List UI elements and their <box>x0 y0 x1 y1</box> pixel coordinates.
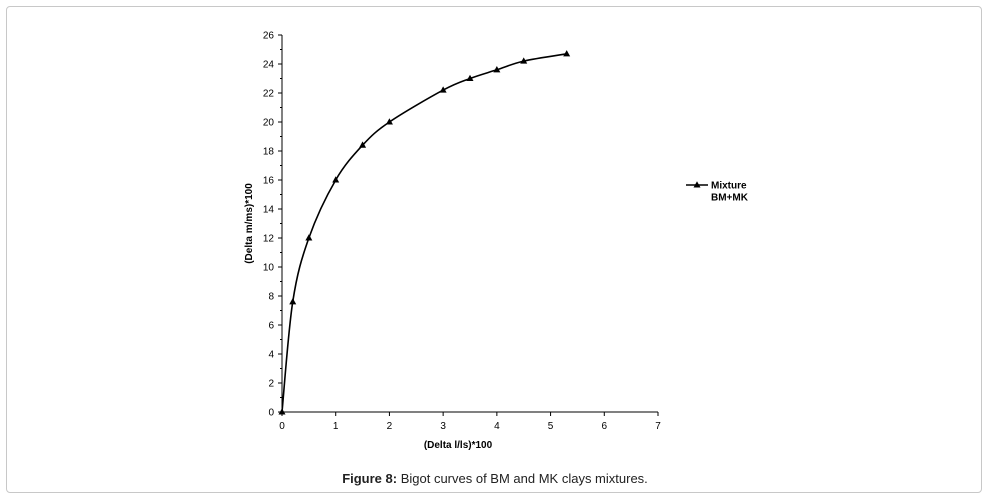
legend-label: BM+MK <box>711 193 749 204</box>
figure-caption: Figure 8: Bigot curves of BM and MK clay… <box>0 471 990 486</box>
series-line <box>281 53 567 413</box>
data-point <box>385 118 393 125</box>
y-tick-label: 8 <box>268 292 274 303</box>
data-point <box>359 141 367 148</box>
data-point <box>305 234 313 241</box>
figure-caption-text: Bigot curves of BM and MK clays mixtures… <box>397 471 648 486</box>
y-tick-label: 10 <box>263 263 275 274</box>
x-tick-label: 2 <box>387 421 393 432</box>
legend-label: Mixture <box>711 181 747 192</box>
x-tick-label: 6 <box>602 421 608 432</box>
y-tick-label: 18 <box>263 147 275 158</box>
data-point <box>289 298 297 305</box>
data-point <box>439 86 447 93</box>
x-axis-ticks: 0 1 2 3 4 5 6 7 <box>279 412 661 432</box>
y-tick-label: 0 <box>268 408 274 419</box>
x-tick-label: 4 <box>494 421 500 432</box>
x-tick-label: 0 <box>279 421 285 432</box>
y-tick-label: 14 <box>263 205 275 216</box>
figure-caption-label: Figure 8: <box>342 471 398 486</box>
y-tick-label: 16 <box>263 176 275 187</box>
y-tick-label: 4 <box>268 350 274 361</box>
data-point <box>332 176 340 183</box>
y-tick-label: 22 <box>263 89 275 100</box>
axes <box>281 35 658 413</box>
y-tick-label: 26 <box>263 31 275 42</box>
series-group <box>278 50 571 415</box>
data-point <box>466 74 474 82</box>
y-tick-label: 12 <box>263 234 275 245</box>
y-axis-title: (Delta m/ms)*100 <box>244 183 255 264</box>
x-tick-label: 1 <box>333 421 339 432</box>
y-tick-label: 6 <box>268 321 274 332</box>
data-point <box>563 50 571 57</box>
x-tick-label: 5 <box>548 421 554 432</box>
y-tick-label: 20 <box>263 118 275 129</box>
y-tick-label: 2 <box>268 379 274 390</box>
legend-marker <box>693 181 701 188</box>
y-tick-label: 24 <box>263 60 275 71</box>
x-axis-title: (Delta l/ls)*100 <box>424 440 493 451</box>
x-tick-label: 7 <box>655 421 661 432</box>
data-point <box>493 66 501 73</box>
data-point <box>278 408 286 415</box>
x-tick-label: 3 <box>440 421 446 432</box>
data-point <box>520 57 528 64</box>
